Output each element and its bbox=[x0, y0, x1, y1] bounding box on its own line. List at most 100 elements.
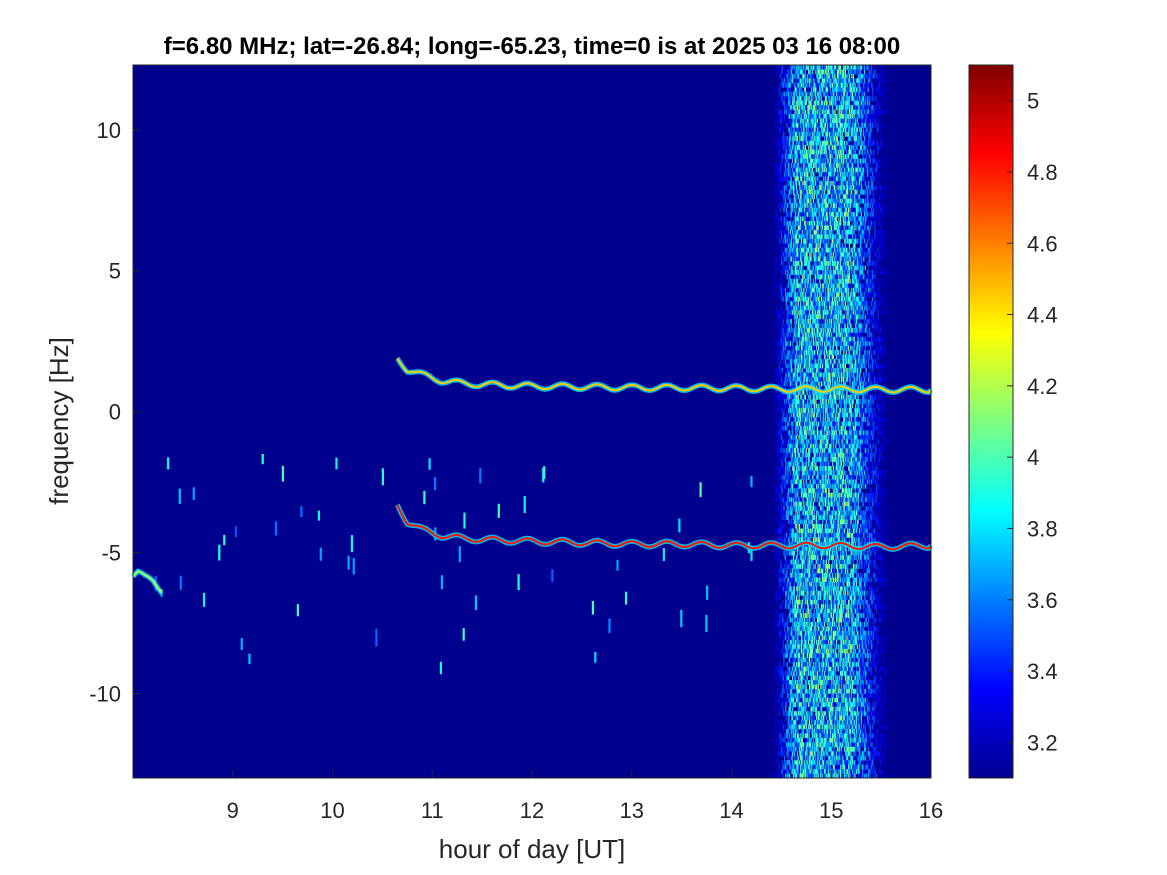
noise-speckle bbox=[794, 287, 796, 293]
noise-speckle bbox=[795, 167, 797, 173]
noise-speckle bbox=[797, 368, 799, 373]
noise-speckle bbox=[792, 270, 794, 275]
noise-speckle bbox=[790, 372, 792, 378]
noise-speckle bbox=[790, 693, 792, 699]
noise-speckle bbox=[787, 207, 789, 213]
noise-speckle bbox=[776, 412, 778, 418]
noise-speckle bbox=[789, 613, 791, 618]
noise-speckle bbox=[797, 680, 799, 685]
noise-speckle bbox=[786, 176, 788, 182]
noise-speckle bbox=[789, 412, 791, 418]
noise-speckle bbox=[803, 764, 805, 770]
noise-speckle bbox=[804, 421, 806, 427]
noise-speckle bbox=[785, 729, 787, 734]
noise-speckle bbox=[781, 439, 783, 445]
noise-speckle bbox=[773, 630, 775, 636]
noise-speckle bbox=[772, 506, 774, 512]
noise-speckle bbox=[785, 91, 787, 97]
noise-speckle bbox=[810, 706, 812, 712]
noise-speckle bbox=[802, 256, 804, 262]
noise-speckle bbox=[777, 515, 779, 520]
noise-speckle bbox=[772, 376, 774, 382]
noise-speckle bbox=[790, 256, 792, 262]
noise-speckle bbox=[796, 185, 798, 191]
noise-speckle bbox=[794, 399, 796, 405]
noise-speckle bbox=[792, 746, 795, 752]
noise-speckle bbox=[781, 390, 783, 396]
noise-speckle bbox=[784, 171, 786, 177]
noise-speckle bbox=[804, 581, 807, 587]
noise-speckle bbox=[789, 274, 791, 280]
noise-speckle bbox=[795, 564, 797, 569]
noise-speckle bbox=[778, 332, 780, 338]
noise-speckle bbox=[787, 127, 789, 133]
noise-speckle bbox=[784, 394, 786, 400]
noise-speckle bbox=[795, 662, 797, 667]
noise-speckle bbox=[776, 760, 778, 766]
noise-speckle bbox=[808, 421, 811, 427]
noise-speckle bbox=[808, 715, 811, 721]
noise-speckle bbox=[779, 630, 781, 636]
noise-speckle bbox=[807, 760, 809, 766]
noise-speckle bbox=[810, 73, 812, 79]
noise-speckle bbox=[787, 769, 789, 774]
noise-speckle bbox=[796, 697, 798, 703]
noise-speckle bbox=[784, 412, 786, 418]
noise-speckle bbox=[778, 341, 780, 347]
noise-speckle bbox=[787, 657, 789, 663]
noise-speckle bbox=[796, 599, 799, 605]
noise-speckle bbox=[789, 653, 791, 659]
noise-speckle bbox=[803, 466, 805, 471]
noise-speckle bbox=[805, 323, 807, 329]
noise-speckle bbox=[808, 247, 811, 253]
noise-speckle bbox=[783, 412, 785, 418]
noise-speckle bbox=[781, 78, 783, 84]
noise-speckle bbox=[783, 532, 785, 538]
noise-speckle bbox=[780, 581, 782, 587]
noise-speckle bbox=[789, 310, 791, 315]
noise-speckle bbox=[781, 140, 783, 146]
noise-speckle bbox=[810, 443, 812, 449]
noise-speckle bbox=[781, 229, 783, 235]
noise-speckle bbox=[809, 697, 811, 703]
noise-speckle bbox=[802, 270, 804, 275]
noise-speckle bbox=[805, 372, 807, 378]
noise-speckle bbox=[802, 595, 804, 601]
noise-speckle bbox=[792, 252, 794, 258]
noise-speckle bbox=[797, 87, 799, 93]
noise-speckle bbox=[793, 466, 795, 471]
noise-speckle bbox=[810, 283, 812, 289]
noise-speckle bbox=[773, 221, 775, 226]
noise-speckle bbox=[804, 448, 806, 454]
noise-speckle bbox=[795, 381, 797, 387]
noise-speckle bbox=[805, 65, 807, 70]
noise-speckle bbox=[810, 122, 812, 128]
noise-speckle bbox=[785, 532, 787, 538]
noise-speckle bbox=[809, 421, 811, 427]
noise-speckle bbox=[789, 274, 791, 280]
noise-speckle bbox=[786, 501, 788, 507]
noise-speckle bbox=[805, 332, 807, 338]
noise-speckle bbox=[796, 167, 799, 173]
noise-speckle bbox=[796, 421, 799, 427]
noise-speckle bbox=[807, 715, 809, 721]
noise-speckle bbox=[793, 381, 795, 387]
noise-speckle bbox=[808, 390, 810, 396]
noise-speckle bbox=[793, 354, 795, 360]
noise-speckle bbox=[811, 221, 813, 226]
noise-speckle bbox=[800, 479, 803, 485]
noise-speckle bbox=[797, 252, 799, 258]
noise-speckle bbox=[804, 769, 806, 774]
noise-speckle bbox=[808, 613, 811, 618]
noise-speckle bbox=[804, 171, 807, 177]
noise-speckle bbox=[783, 265, 785, 271]
noise-speckle bbox=[805, 430, 807, 436]
noise-speckle bbox=[792, 644, 795, 650]
noise-speckle bbox=[806, 292, 808, 298]
noise-speckle bbox=[797, 577, 799, 583]
noise-speckle bbox=[798, 622, 800, 627]
noise-speckle bbox=[798, 310, 800, 315]
noise-speckle bbox=[789, 91, 791, 97]
noise-speckle bbox=[807, 399, 809, 405]
noise-speckle bbox=[783, 617, 785, 623]
